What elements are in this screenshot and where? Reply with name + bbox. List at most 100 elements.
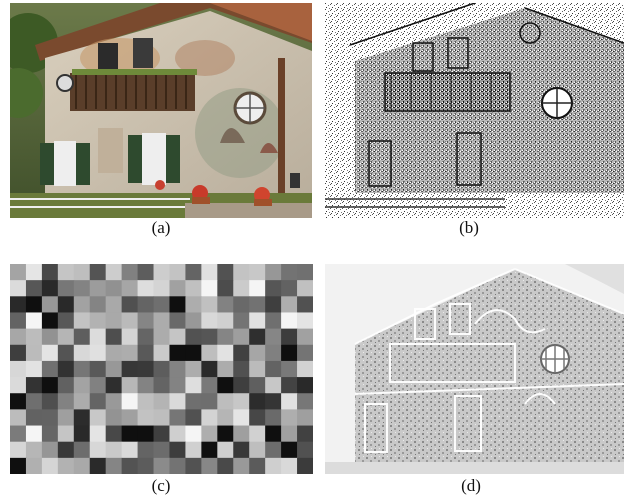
- grid-block: [265, 328, 282, 346]
- grid-block: [137, 393, 155, 410]
- grid-block: [89, 312, 107, 330]
- grid-block: [25, 360, 43, 378]
- grid-block: [137, 328, 155, 346]
- grid-block: [57, 280, 75, 297]
- grid-block: [41, 360, 59, 378]
- grid-block: [169, 409, 187, 427]
- grid-block: [265, 296, 282, 314]
- grid-block: [10, 312, 27, 330]
- grid-block: [153, 377, 171, 394]
- grid-block: [10, 441, 27, 459]
- grid-block: [73, 425, 91, 443]
- grid-block: [121, 360, 139, 378]
- grid-block: [73, 296, 91, 314]
- grid-block: [249, 393, 266, 410]
- grid-block: [57, 377, 75, 394]
- grid-block: [41, 409, 59, 427]
- grid-block: [10, 328, 27, 346]
- block-grid-image: [10, 264, 313, 474]
- grid-block: [169, 264, 187, 281]
- grid-block: [89, 360, 107, 378]
- grid-block: [201, 393, 218, 410]
- grid-block: [41, 457, 59, 474]
- grid-block: [41, 328, 59, 346]
- grid-block: [217, 328, 234, 346]
- grid-block: [89, 344, 107, 362]
- grid-block: [233, 377, 250, 394]
- grid-block: [201, 264, 218, 281]
- grid-block: [185, 409, 202, 427]
- grid-block: [249, 312, 266, 330]
- grid-block: [73, 312, 91, 330]
- grid-block: [89, 296, 107, 314]
- grid-block: [249, 360, 266, 378]
- grid-block: [297, 441, 313, 459]
- grid-block: [281, 312, 298, 330]
- edge-map-image: [325, 3, 624, 218]
- grid-block: [25, 312, 43, 330]
- grid-block: [57, 360, 75, 378]
- grid-block: [249, 409, 266, 427]
- panel-d-smooth-edge-map: [325, 264, 624, 474]
- grid-block: [153, 441, 171, 459]
- grid-block: [185, 377, 202, 394]
- grid-block: [105, 344, 123, 362]
- grid-block: [217, 425, 234, 443]
- grid-block: [185, 312, 202, 330]
- grid-block: [137, 409, 155, 427]
- grid-block: [105, 328, 123, 346]
- grid-block: [10, 377, 27, 394]
- grid-block: [137, 264, 155, 281]
- grid-block: [281, 377, 298, 394]
- grid-block: [217, 441, 234, 459]
- grid-block: [233, 425, 250, 443]
- grid-block: [89, 425, 107, 443]
- grid-block: [121, 344, 139, 362]
- grid-block: [73, 360, 91, 378]
- grid-block: [41, 312, 59, 330]
- grid-block: [249, 328, 266, 346]
- grid-block: [169, 296, 187, 314]
- grid-block: [153, 457, 171, 474]
- grid-block: [281, 280, 298, 297]
- grid-block: [217, 360, 234, 378]
- grid-block: [25, 393, 43, 410]
- grid-block: [73, 457, 91, 474]
- grid-block: [137, 457, 155, 474]
- grid-block: [153, 360, 171, 378]
- panel-b-edge-map: [325, 3, 624, 218]
- grid-block: [57, 409, 75, 427]
- grid-block: [265, 409, 282, 427]
- grid-block: [121, 312, 139, 330]
- grid-block: [185, 280, 202, 297]
- grid-block: [25, 441, 43, 459]
- grid-block: [10, 344, 27, 362]
- grid-block: [233, 409, 250, 427]
- grid-block: [89, 280, 107, 297]
- grid-block: [121, 393, 139, 410]
- grid-block: [41, 344, 59, 362]
- grid-block: [201, 457, 218, 474]
- grid-block: [89, 393, 107, 410]
- grid-block: [249, 296, 266, 314]
- grid-block: [217, 280, 234, 297]
- grid-block: [201, 296, 218, 314]
- grid-block: [233, 264, 250, 281]
- grid-block: [57, 312, 75, 330]
- grid-block: [10, 296, 27, 314]
- grid-block: [41, 393, 59, 410]
- grid-block: [281, 296, 298, 314]
- grid-block: [89, 377, 107, 394]
- grid-block: [121, 457, 139, 474]
- grid-block: [185, 344, 202, 362]
- grid-block: [233, 296, 250, 314]
- grid-block: [10, 425, 27, 443]
- grid-block: [137, 425, 155, 443]
- grid-block: [185, 328, 202, 346]
- grid-block: [41, 264, 59, 281]
- grid-block: [73, 409, 91, 427]
- grid-block: [105, 280, 123, 297]
- grid-block: [153, 328, 171, 346]
- grid-block: [73, 393, 91, 410]
- grid-block: [105, 296, 123, 314]
